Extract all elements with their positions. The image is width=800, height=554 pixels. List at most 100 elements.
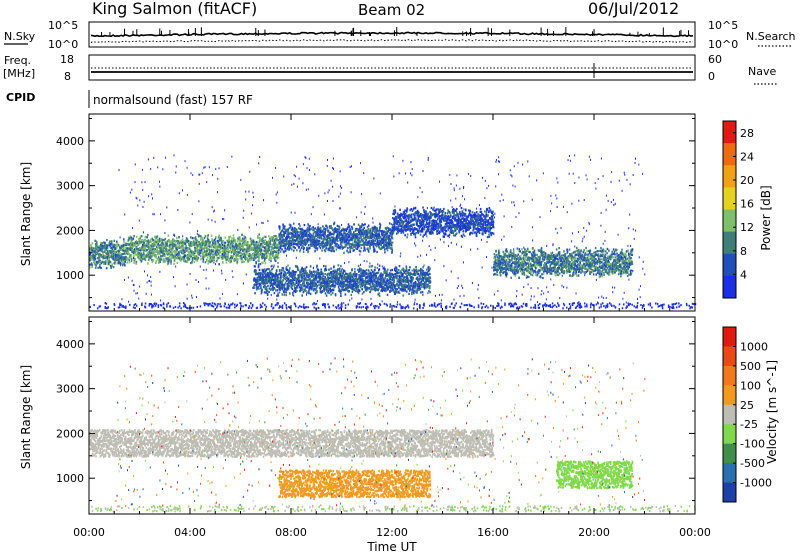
power-cell (294, 227, 296, 230)
power-cell (134, 250, 137, 253)
power-cell (221, 261, 224, 264)
power-cell (532, 255, 534, 258)
power-cell (366, 225, 369, 229)
power-cell (406, 233, 409, 236)
power-cell (453, 211, 456, 214)
power-cell (530, 270, 533, 273)
power-cell (449, 231, 452, 234)
power-cell (111, 250, 113, 253)
power-cell (445, 233, 447, 236)
power-cell (323, 227, 326, 230)
power-cell (299, 232, 302, 236)
power-cell (315, 232, 317, 235)
power-cell (336, 233, 339, 236)
power-cell (101, 246, 104, 250)
power-cell (438, 215, 441, 218)
power-cell (193, 254, 196, 258)
power-cell (158, 257, 160, 260)
power-cell (186, 248, 189, 251)
power-cell (115, 246, 118, 249)
power-cell (484, 231, 487, 234)
power-cell (145, 239, 147, 243)
power-cell (194, 236, 197, 239)
power-cell (124, 264, 126, 267)
power-cell (518, 258, 520, 261)
power-cell (519, 267, 521, 270)
power-cell (191, 257, 194, 261)
power-cell (209, 249, 211, 252)
power-cell (355, 241, 358, 244)
power-cell (232, 244, 234, 247)
power-cell (369, 243, 372, 246)
power-cell (367, 250, 370, 253)
power-cell (432, 208, 434, 211)
power-cell (489, 209, 492, 212)
power-cell (398, 228, 401, 232)
power-cell (432, 213, 434, 216)
power-cell (120, 259, 122, 262)
power-cell (320, 237, 323, 240)
power-cell (269, 252, 272, 255)
power-cell (116, 244, 118, 247)
power-cell (372, 245, 375, 248)
power-cell (189, 249, 192, 252)
power-cell (453, 230, 456, 233)
power-cell (195, 255, 198, 258)
power-cell (306, 240, 309, 243)
power-cell (338, 236, 341, 239)
noise-right-label: N.Search (746, 30, 796, 43)
power-cell (150, 247, 153, 251)
power-cell (289, 244, 292, 248)
power-cell (499, 262, 501, 265)
power-cell (155, 250, 157, 253)
power-cell (317, 241, 319, 244)
power-cell (288, 240, 291, 243)
power-cell (107, 250, 110, 254)
power-cell (352, 236, 355, 239)
power-cell (317, 232, 320, 236)
power-cell (381, 241, 384, 245)
power-cell (378, 236, 381, 239)
power-cell (188, 251, 190, 254)
power-cell (326, 238, 328, 241)
power-cell (454, 224, 456, 227)
power-cell (129, 241, 132, 244)
power-cell (471, 222, 474, 226)
power-cell (260, 245, 262, 248)
power-cell (354, 229, 357, 233)
power-cell (314, 227, 317, 230)
power-cell (480, 221, 482, 224)
power-cell (190, 253, 193, 256)
power-cell (399, 214, 402, 218)
power-cell (230, 250, 233, 254)
power-cell (522, 268, 524, 272)
power-cell (96, 241, 98, 244)
power-cell (370, 236, 373, 239)
power-cell (443, 219, 445, 222)
power-cell (264, 235, 267, 239)
power-cell (394, 211, 397, 214)
power-cell (328, 249, 331, 252)
power-cell (284, 238, 287, 242)
power-cell (523, 270, 525, 273)
power-cell (199, 245, 201, 248)
power-cell (525, 274, 528, 277)
power-cell (340, 230, 342, 233)
power-cell (461, 217, 463, 220)
power-cell (533, 259, 536, 262)
power-cell (192, 237, 195, 240)
power-cell (501, 266, 504, 269)
power-cell (114, 247, 117, 250)
power-cell (182, 249, 185, 252)
power-cell (132, 242, 134, 245)
power-cell (287, 235, 290, 239)
power-cell (345, 240, 348, 243)
power-cell (276, 249, 278, 252)
power-cell (473, 231, 476, 234)
power-cell (531, 265, 533, 268)
power-cell (239, 251, 241, 254)
power-cell (434, 215, 437, 218)
power-cell (237, 258, 239, 261)
power-cell (205, 253, 208, 256)
power-cell (255, 247, 257, 250)
